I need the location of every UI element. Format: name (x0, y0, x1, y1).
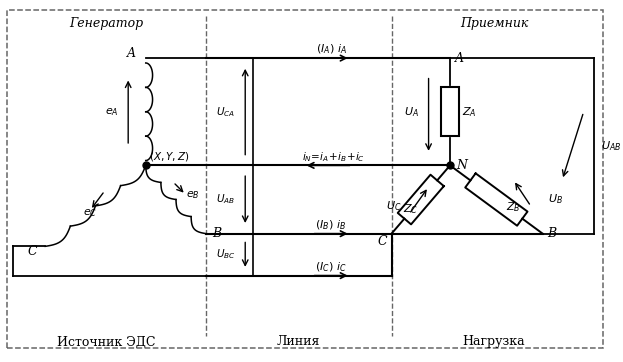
Text: A: A (455, 52, 464, 64)
Text: $e_A$: $e_A$ (105, 106, 118, 118)
Text: $(I_A)\ i_A$: $(I_A)\ i_A$ (315, 42, 346, 56)
Polygon shape (397, 175, 444, 224)
Text: $(I_B)\ i_B$: $(I_B)\ i_B$ (315, 218, 346, 232)
Text: $U_{AB}$: $U_{AB}$ (601, 139, 622, 153)
Bar (441, 87, 459, 136)
Text: $U_A$: $U_A$ (404, 105, 419, 119)
Text: Нагрузка: Нагрузка (463, 336, 525, 349)
Text: B: B (548, 227, 557, 240)
Polygon shape (465, 173, 528, 226)
Text: $U_C$: $U_C$ (386, 199, 401, 213)
Text: $Z_A$: $Z_A$ (462, 105, 477, 119)
Text: $e_B$: $e_B$ (186, 189, 199, 201)
Text: $e_C$: $e_C$ (83, 207, 97, 219)
Text: $Z_B$: $Z_B$ (506, 201, 521, 214)
Text: C: C (28, 245, 37, 258)
Text: $i_N\!=\!i_A\!+\!i_B\!+\!i_C$: $i_N\!=\!i_A\!+\!i_B\!+\!i_C$ (302, 150, 364, 164)
Text: $U_{CA}$: $U_{CA}$ (216, 105, 235, 119)
Text: B: B (212, 227, 221, 240)
Text: $U_B$: $U_B$ (548, 193, 563, 206)
Text: $Z_C$: $Z_C$ (404, 202, 419, 216)
Text: Приемник: Приемник (460, 17, 528, 30)
Text: $U_{BC}$: $U_{BC}$ (216, 247, 235, 261)
Text: Генератор: Генератор (70, 17, 144, 30)
Text: C: C (377, 235, 387, 248)
Text: $U_{AB}$: $U_{AB}$ (216, 193, 235, 206)
Text: $(I_C)\ i_C$: $(I_C)\ i_C$ (315, 260, 347, 274)
Text: $(X,Y,Z)$: $(X,Y,Z)$ (149, 150, 189, 163)
Text: N: N (456, 159, 467, 172)
Text: Линия: Линия (277, 336, 321, 349)
Text: A: A (127, 47, 136, 60)
Text: Источник ЭДС: Источник ЭДС (57, 336, 156, 349)
